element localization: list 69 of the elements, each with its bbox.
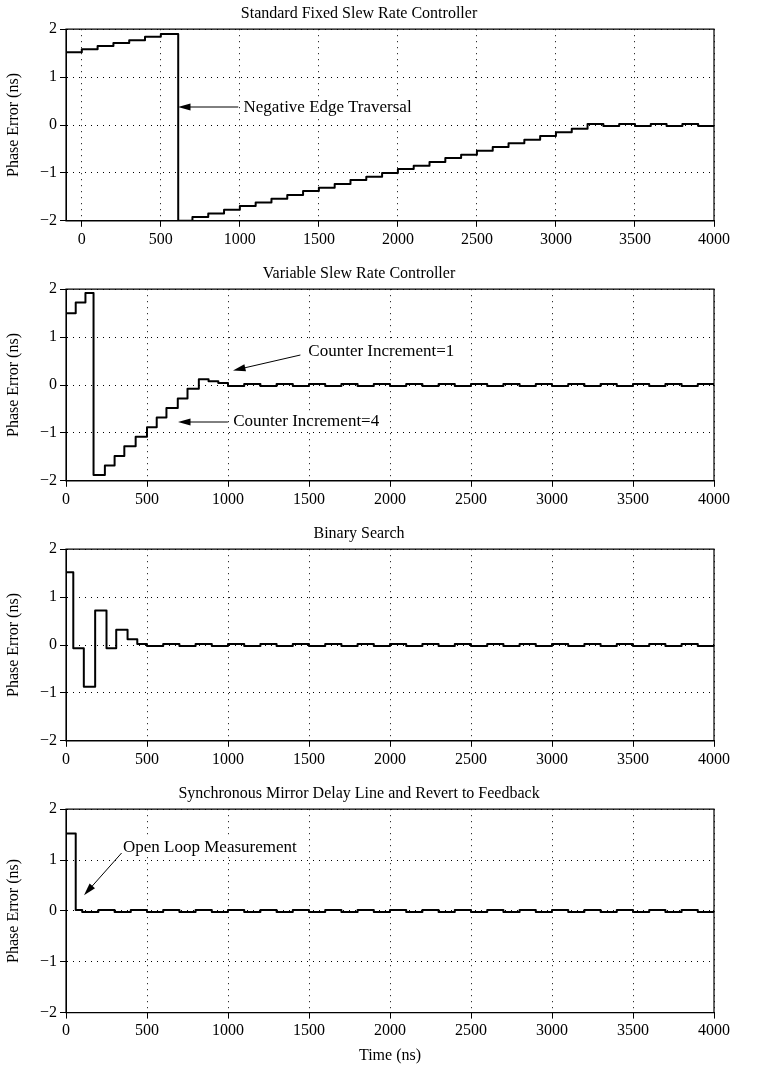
y-tick-label: 1 [49,587,57,605]
x-tick-label: 3000 [536,489,568,507]
y-tick-label: 0 [49,115,57,133]
x-tick-label: 3500 [617,1021,649,1039]
x-tick-label: 1500 [293,749,325,767]
y-tick-label: 2 [49,19,57,37]
x-tick-label: 2500 [455,489,487,507]
x-tick-label: 2000 [374,1021,406,1039]
x-tick-label: 1000 [223,229,256,247]
y-tick-label: 1 [49,327,57,345]
x-tick-label: 3000 [539,229,572,247]
chart-title: Variable Slew Rate Controller [262,263,456,281]
y-tick-label: 1 [49,67,57,85]
chart-title: Standard Fixed Slew Rate Controller [240,3,478,21]
x-tick-label: 0 [77,229,86,247]
annotation: Counter Increment=1 [308,340,455,360]
x-axis-title: Time (ns) [358,1045,422,1064]
y-axis-title: Phase Error (ns) [3,593,22,697]
chart-title: Binary Search [313,523,405,542]
x-tick-label: 500 [135,749,159,767]
annotation: Open Loop Measurement [123,836,298,856]
x-tick-label: 1000 [212,1021,244,1039]
annotation: Negative Edge Traversal [243,96,412,116]
x-tick-label: 2000 [374,749,406,767]
y-tick-label: −1 [39,951,57,969]
x-tick-label: 1000 [212,749,244,767]
x-tick-label: 500 [148,229,173,247]
y-tick-label: 2 [49,539,57,557]
y-axis-title: Phase Error (ns) [3,73,22,177]
x-tick-label: 4000 [698,1021,730,1039]
y-tick-label: 1 [49,850,57,868]
x-tick-label: 2500 [455,749,487,767]
y-tick-label: 0 [49,635,57,653]
x-tick-label: 3500 [617,489,649,507]
y-tick-label: −1 [39,423,57,441]
x-tick-label: 1500 [293,489,325,507]
x-tick-label: 2500 [460,229,493,247]
x-tick-label: 1500 [293,1021,325,1039]
x-tick-label: 0 [62,489,70,507]
chart-title: Synchronous Mirror Delay Line and Revert to Feedback [178,783,540,802]
x-tick-label: 4000 [698,749,730,767]
x-tick-label: 1000 [212,489,244,507]
x-tick-label: 1500 [302,229,335,247]
x-tick-label: 2500 [455,1021,487,1039]
x-tick-label: 500 [135,489,159,507]
y-tick-label: 0 [49,901,57,919]
x-tick-label: 0 [62,749,70,767]
y-tick-label: −2 [39,1002,57,1020]
y-tick-label: −2 [39,211,57,228]
x-tick-label: 2000 [374,489,406,507]
x-tick-label: 3000 [536,749,568,767]
x-tick-label: 4000 [698,229,730,247]
x-tick-label: 4000 [698,489,730,507]
y-tick-label: 0 [49,375,57,393]
y-tick-label: −2 [39,471,57,488]
y-axis-title: Phase Error (ns) [3,858,22,963]
y-tick-label: −2 [39,731,57,748]
y-tick-label: −1 [39,163,57,181]
x-tick-label: 2000 [381,229,414,247]
annotation: Counter Increment=4 [233,411,380,431]
x-tick-label: 3500 [618,229,651,247]
y-tick-label: 2 [49,279,57,297]
x-tick-label: 3000 [536,1021,568,1039]
x-tick-label: 0 [62,1021,70,1039]
y-tick-label: −1 [39,683,57,701]
y-tick-label: 2 [49,799,57,817]
y-axis-title: Phase Error (ns) [3,333,22,437]
x-tick-label: 500 [135,1021,159,1039]
x-tick-label: 3500 [617,749,649,767]
